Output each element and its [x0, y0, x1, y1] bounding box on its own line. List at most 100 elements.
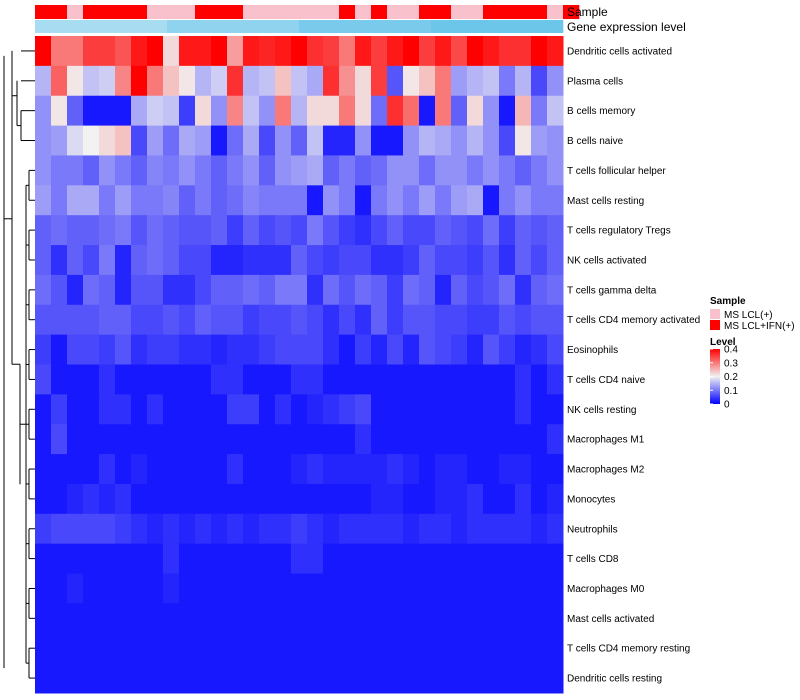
heatmap-cell: [355, 245, 372, 276]
heatmap-cell: [323, 603, 340, 634]
heatmap-cell: [531, 274, 548, 306]
heatmap-cell: [195, 543, 212, 575]
heatmap-cell: [467, 215, 484, 246]
heatmap-cell: [323, 364, 340, 395]
heatmap-cell: [35, 513, 52, 545]
heatmap-cell: [435, 364, 452, 395]
heatmap-cell: [83, 125, 100, 156]
heatmap-cell: [67, 633, 84, 664]
heatmap-cell: [547, 543, 564, 575]
heatmap-cell: [387, 543, 404, 575]
heatmap-cell: [83, 603, 100, 634]
heatmap-cell: [35, 215, 52, 246]
heatmap-cell: [451, 36, 468, 67]
heatmap-cell: [483, 185, 500, 216]
heatmap-cell: [243, 65, 260, 97]
heatmap-cell: [99, 304, 116, 336]
heatmap-cell: [83, 513, 100, 545]
sample-annotation-cell: [547, 5, 564, 19]
heatmap-cell: [547, 663, 564, 694]
heatmap-cell: [147, 304, 164, 336]
heatmap-cell: [467, 603, 484, 634]
heatmap-cell: [323, 633, 340, 664]
heatmap-cell: [387, 185, 404, 216]
heatmap-cell: [147, 543, 164, 575]
heatmap-cell: [115, 454, 132, 485]
heatmap-cell: [355, 424, 372, 455]
heatmap-cell: [435, 125, 452, 156]
heatmap-cell: [83, 95, 100, 127]
heatmap-cell: [515, 454, 532, 485]
heatmap-cell: [83, 65, 100, 97]
heatmap-cell: [387, 603, 404, 634]
heatmap-cell: [259, 364, 276, 395]
heatmap-cell: [195, 603, 212, 634]
heatmap-cell: [387, 573, 404, 604]
heatmap-cell: [35, 304, 52, 336]
heatmap-cell: [371, 513, 388, 545]
heatmap-cell: [147, 245, 164, 276]
heatmap-cell: [307, 424, 324, 455]
row-label: B cells naive: [567, 136, 624, 147]
sample-annotation-label: Sample: [567, 5, 608, 19]
heatmap-cell: [179, 215, 196, 246]
heatmap-cell: [499, 274, 516, 306]
row-label: Eosinophils: [567, 345, 618, 356]
heatmap-cell: [147, 95, 164, 127]
heatmap-cell: [227, 603, 244, 634]
heatmap-cell: [291, 364, 308, 395]
heatmap-cell: [371, 245, 388, 276]
heatmap-cell: [483, 454, 500, 485]
heatmap-cell: [163, 394, 180, 425]
heatmap-cell: [115, 155, 132, 186]
heatmap-cell: [227, 663, 244, 694]
heatmap-cell: [403, 215, 420, 246]
heatmap-cell: [259, 95, 276, 127]
heatmap-cell: [163, 245, 180, 276]
heatmap-cell: [115, 513, 132, 545]
heatmap-cell: [227, 483, 244, 515]
heatmap-cell: [259, 573, 276, 604]
heatmap-cell: [67, 36, 84, 67]
heatmap-cell: [51, 603, 68, 634]
heatmap-cell: [547, 125, 564, 156]
heatmap-cell: [115, 334, 132, 365]
heatmap-cell: [339, 633, 356, 664]
heatmap-cell: [371, 394, 388, 425]
heatmap-cell: [323, 95, 340, 127]
heatmap-cell: [339, 454, 356, 485]
heatmap-cell: [99, 543, 116, 575]
heatmap-cell: [403, 603, 420, 634]
heatmap-cell: [51, 155, 68, 186]
heatmap-cell: [211, 245, 228, 276]
heatmap-cell: [243, 543, 260, 575]
heatmap-cell: [195, 633, 212, 664]
heatmap-cell: [163, 633, 180, 664]
legend-sample-title: Sample: [710, 296, 746, 307]
heatmap-cell: [467, 364, 484, 395]
heatmap-cell: [67, 364, 84, 395]
heatmap-cell: [259, 125, 276, 156]
heatmap-cell: [195, 424, 212, 455]
heatmap-cell: [243, 95, 260, 127]
heatmap-cell: [435, 573, 452, 604]
heatmap-cell: [131, 424, 148, 455]
heatmap-cell: [355, 334, 372, 365]
heatmap-cell: [419, 215, 436, 246]
legend-swatch-ms-lcl-ifn: [710, 320, 720, 330]
heatmap-cell: [403, 245, 420, 276]
heatmap-cell: [323, 304, 340, 336]
heatmap-cell: [195, 513, 212, 545]
heatmap-cell: [83, 663, 100, 694]
heatmap-cell: [115, 633, 132, 664]
heatmap-cell: [51, 454, 68, 485]
heatmap-cell: [211, 573, 228, 604]
heatmap-cell: [147, 394, 164, 425]
heatmap-cell: [531, 155, 548, 186]
heatmap-cell: [499, 245, 516, 276]
heatmap-cell: [67, 603, 84, 634]
heatmap-cell: [179, 95, 196, 127]
heatmap-cell: [275, 215, 292, 246]
heatmap-cell: [483, 215, 500, 246]
heatmap-cell: [227, 274, 244, 306]
